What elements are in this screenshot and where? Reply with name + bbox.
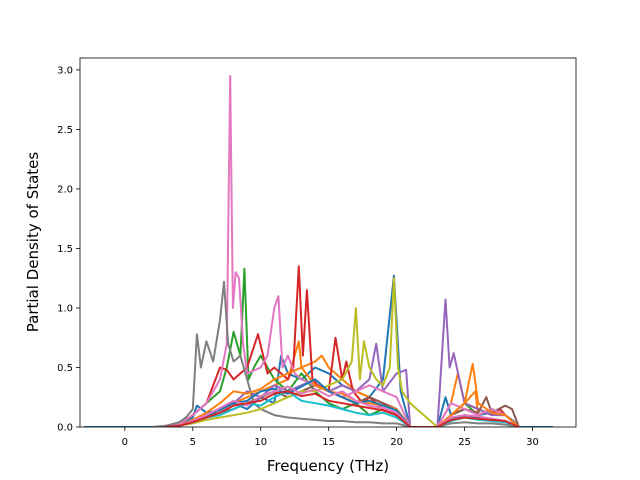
series-line-7 — [165, 74, 520, 427]
y-tick-label: 3.0 — [57, 65, 73, 76]
x-tick-label: 25 — [458, 437, 471, 448]
x-tick-label: 20 — [390, 437, 403, 448]
y-tick-label: 0.5 — [57, 363, 73, 374]
y-tick-label: 1.0 — [57, 303, 73, 314]
y-axis-label: Partial Density of States — [24, 152, 42, 333]
series-line-14 — [165, 390, 520, 427]
y-tick-label: 2.5 — [57, 125, 73, 136]
x-tick-label: 5 — [190, 437, 196, 448]
x-tick-label: 15 — [322, 437, 335, 448]
y-axis: 0.0 0.5 1.0 1.5 2.0 2.5 3.0 — [57, 65, 80, 434]
series-layer — [84, 74, 553, 427]
x-axis: 0 5 10 15 20 25 30 — [122, 427, 539, 448]
x-tick-label: 0 — [122, 437, 128, 448]
y-tick-label: 2.0 — [57, 184, 73, 195]
y-tick-label: 1.5 — [57, 244, 73, 255]
x-tick-label: 30 — [526, 437, 539, 448]
series-line-11 — [165, 362, 520, 427]
plot-frame — [79, 57, 577, 428]
x-axis-label: Frequency (THz) — [267, 457, 389, 475]
series-line-13 — [165, 385, 520, 427]
x-tick-label: 10 — [254, 437, 267, 448]
y-tick-label: 0.0 — [57, 423, 73, 434]
